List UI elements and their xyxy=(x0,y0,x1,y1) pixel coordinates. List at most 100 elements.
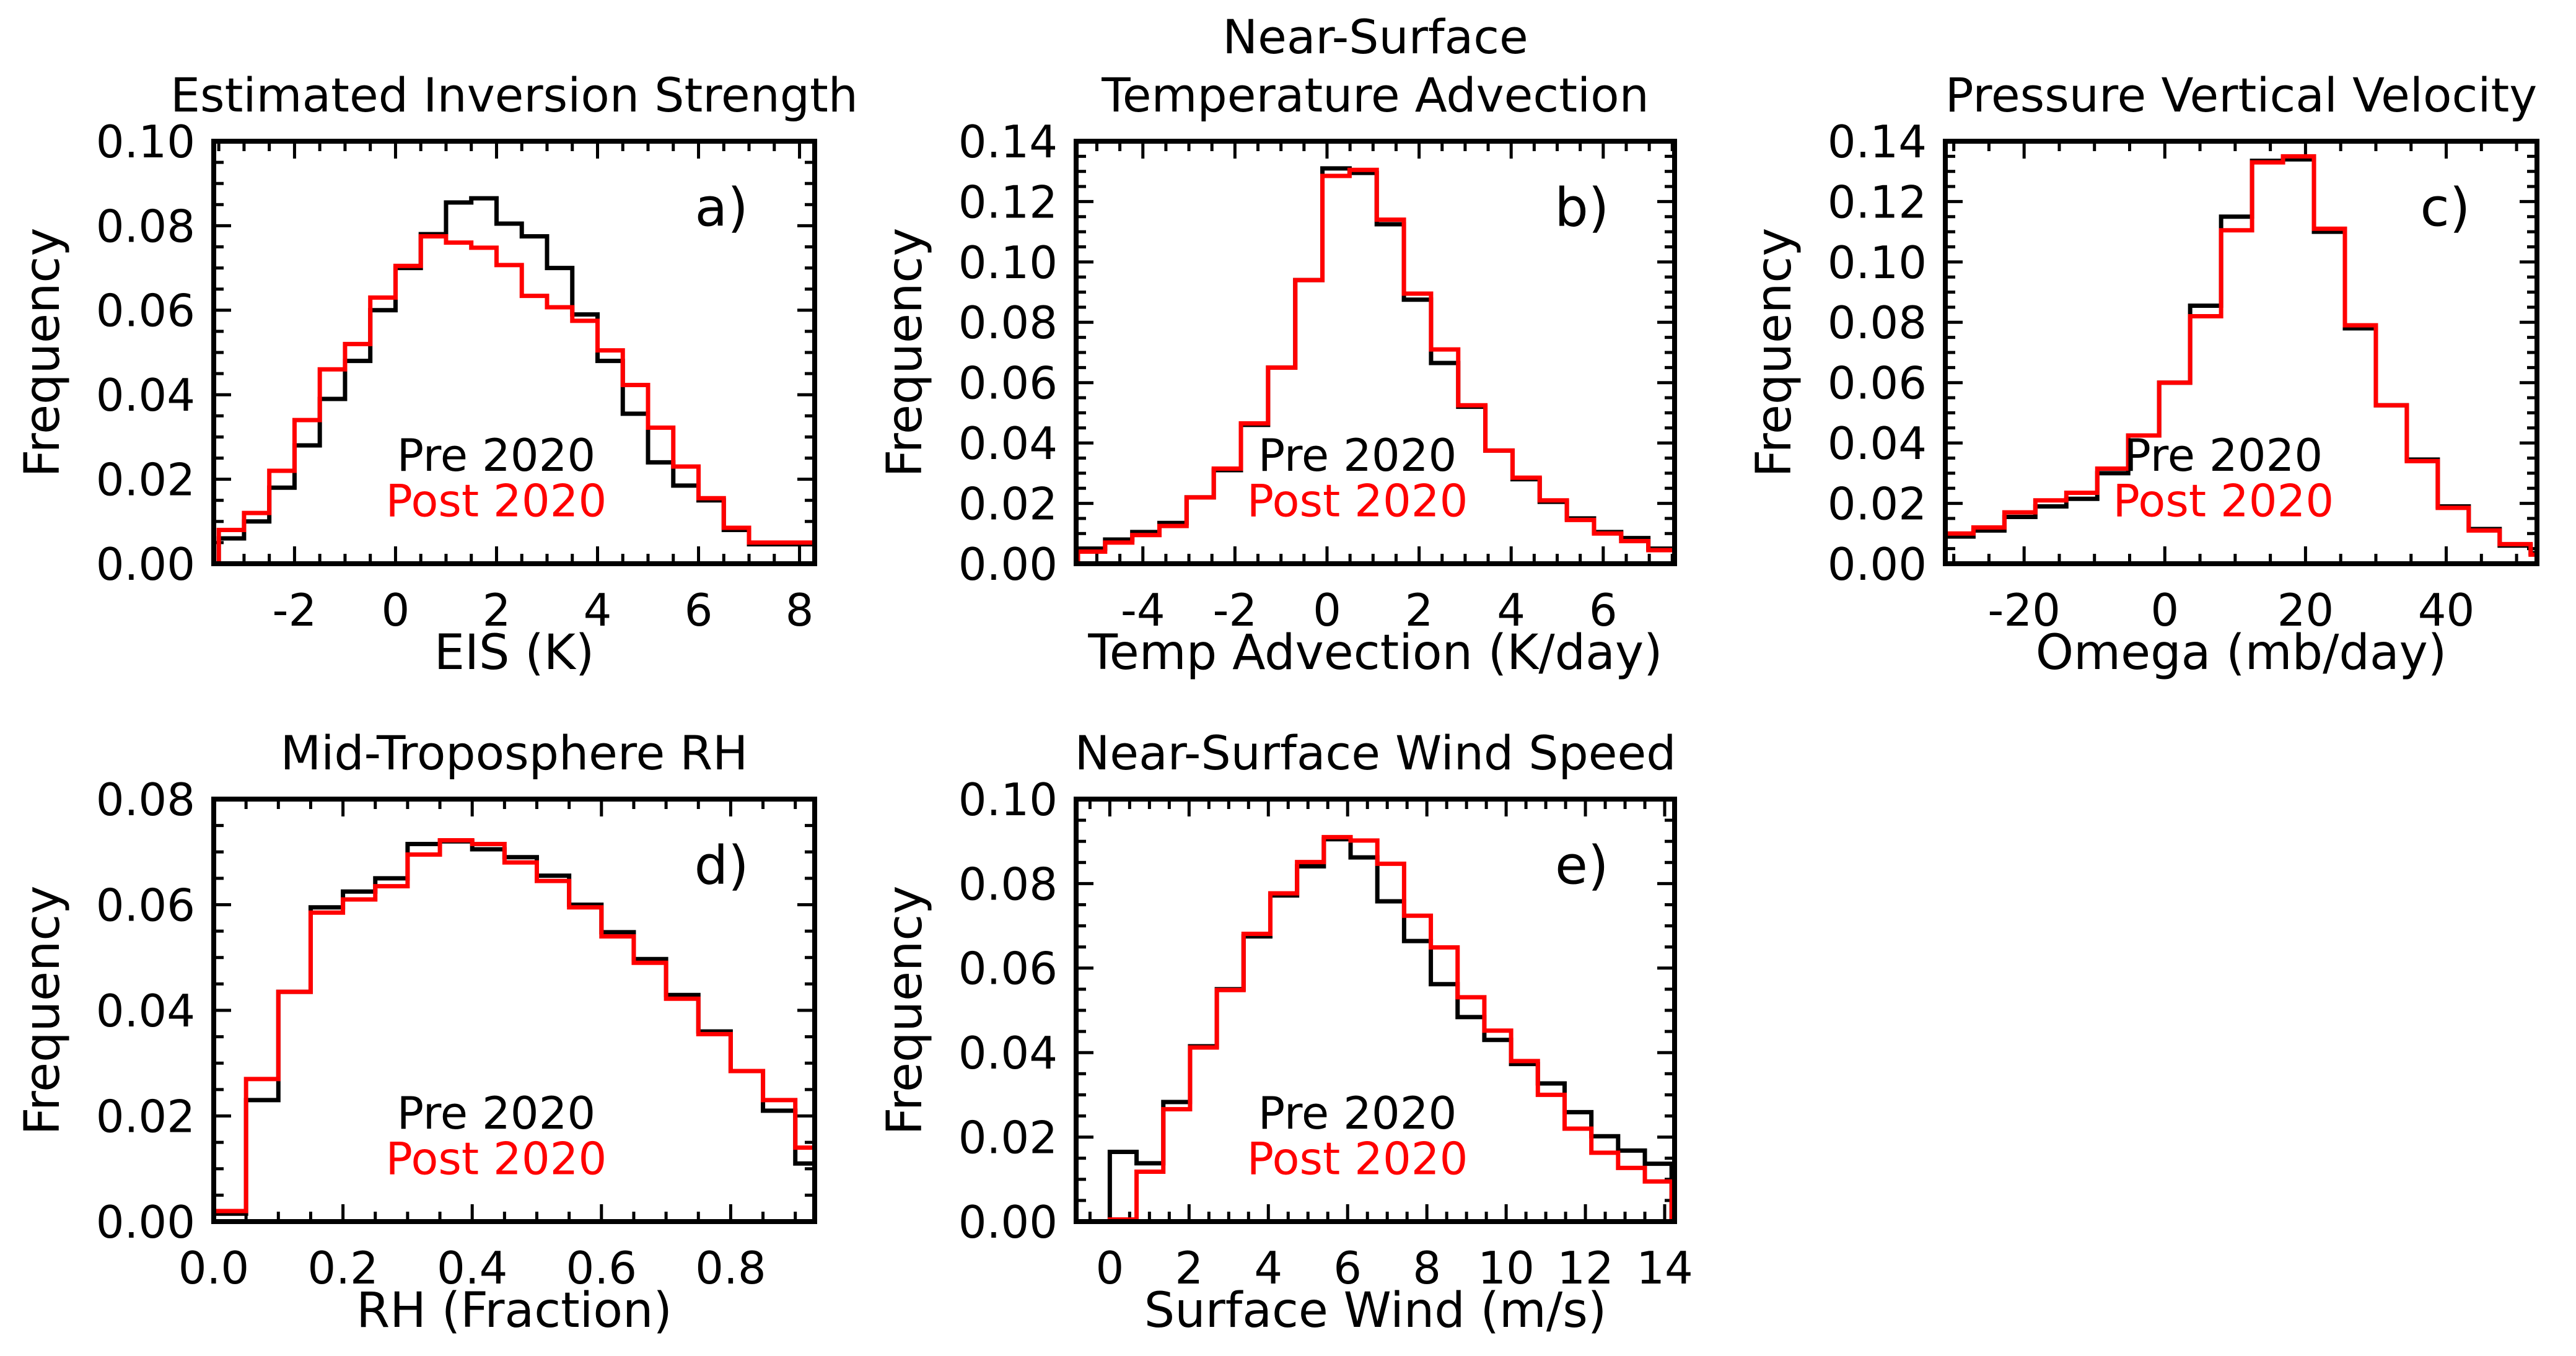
hist-line-post-2020 xyxy=(1945,154,2537,557)
x-axis-label: EIS (K) xyxy=(434,625,595,681)
panel-title: Pressure Vertical Velocity xyxy=(1945,68,2537,123)
x-tick-label: -4 xyxy=(1121,584,1165,636)
x-tick-label: 20 xyxy=(2277,584,2334,636)
y-tick-label: 0.14 xyxy=(1828,116,1927,168)
x-tick-label: -2 xyxy=(273,584,317,636)
panel-letter: a) xyxy=(695,177,748,238)
x-tick-label: 6 xyxy=(1333,1242,1362,1294)
y-tick-label: 0.02 xyxy=(96,1090,195,1142)
y-tick-label: 0.08 xyxy=(96,200,195,252)
x-tick-label: 2 xyxy=(483,584,511,636)
y-tick-label: 0.00 xyxy=(958,538,1058,590)
legend-post-2020: Post 2020 xyxy=(1247,1133,1468,1185)
hist-line-post-2020 xyxy=(1076,167,1675,564)
legend-pre-2020: Pre 2020 xyxy=(1258,429,1457,481)
x-tick-label: 12 xyxy=(1557,1242,1614,1294)
y-tick-label: 0.04 xyxy=(958,418,1058,470)
panel-letter: d) xyxy=(694,834,749,896)
y-axis-label: Frequency xyxy=(877,886,933,1135)
y-tick-label: 0.04 xyxy=(1828,418,1927,470)
x-tick-label: 6 xyxy=(685,584,713,636)
x-tick-label: 4 xyxy=(584,584,612,636)
panel-title: Temperature Advection xyxy=(1101,68,1649,123)
panel-title: Mid-Troposphere RH xyxy=(281,725,748,781)
x-tick-label: 0.6 xyxy=(566,1242,637,1294)
y-tick-label: 0.06 xyxy=(958,357,1058,409)
y-tick-label: 0.06 xyxy=(958,943,1058,995)
panel-e: Near-Surface Wind Speed Frequency Surface … xyxy=(877,725,1693,1339)
panel-d: Mid-Troposphere RH Frequency RH (Fraction)… xyxy=(15,725,817,1339)
legend-pre-2020: Pre 2020 xyxy=(1258,1087,1457,1139)
x-tick-label: 0 xyxy=(1313,584,1341,636)
legend-pre-2020: Pre 2020 xyxy=(397,429,596,481)
y-axis-label: Frequency xyxy=(15,228,71,478)
legend-post-2020: Post 2020 xyxy=(2113,475,2334,527)
y-tick-label: 0.08 xyxy=(958,858,1058,910)
legend-pre-2020: Pre 2020 xyxy=(397,1087,596,1139)
y-tick-label: 0.02 xyxy=(96,454,195,506)
x-tick-label: -2 xyxy=(1212,584,1257,636)
axes-spines xyxy=(1074,797,1677,1224)
y-tick-label: 0.08 xyxy=(958,297,1058,349)
legend-post-2020: Post 2020 xyxy=(386,1133,607,1185)
panel-title: Near-Surface xyxy=(1222,9,1528,64)
panel-letter: c) xyxy=(2420,177,2471,238)
panel-a: Estimated Inversion Strength Frequency EIS… xyxy=(15,68,858,681)
y-tick-label: 0.04 xyxy=(958,1027,1058,1079)
y-tick-label: 0.02 xyxy=(958,1112,1058,1164)
panel-letter: b) xyxy=(1554,177,1609,238)
y-tick-label: 0.00 xyxy=(1828,538,1927,590)
y-tick-label: 0.10 xyxy=(96,116,195,168)
y-axis-label: Frequency xyxy=(1746,228,1802,478)
panel-title: Estimated Inversion Strength xyxy=(170,68,858,123)
x-tick-label: 0.0 xyxy=(178,1242,250,1294)
axes-spines xyxy=(211,797,817,1224)
y-tick-label: 0.02 xyxy=(1828,478,1927,530)
x-tick-label: 0.2 xyxy=(307,1242,379,1294)
legend-post-2020: Post 2020 xyxy=(386,475,607,527)
y-axis-label: Frequency xyxy=(877,228,933,478)
axes-spines xyxy=(1943,139,2539,566)
x-axis-label: Omega (mb/day) xyxy=(2036,625,2447,681)
x-tick-label: 0.4 xyxy=(437,1242,508,1294)
y-tick-label: 0.00 xyxy=(96,1196,195,1248)
x-tick-label: 2 xyxy=(1405,584,1434,636)
axes-spines xyxy=(1074,139,1677,566)
y-tick-label: 0.10 xyxy=(1828,237,1927,289)
x-tick-label: 2 xyxy=(1175,1242,1203,1294)
x-axis-label: Temp Advection (K/day) xyxy=(1087,625,1662,681)
y-tick-label: 0.02 xyxy=(958,478,1058,530)
y-tick-label: 0.04 xyxy=(96,369,195,421)
legend-pre-2020: Pre 2020 xyxy=(2124,429,2323,481)
x-tick-label: 4 xyxy=(1254,1242,1282,1294)
panel-c: Pressure Vertical Velocity Frequency Omega… xyxy=(1746,68,2539,681)
x-tick-label: 8 xyxy=(1413,1242,1441,1294)
y-axis-label: Frequency xyxy=(15,886,71,1135)
y-tick-label: 0.06 xyxy=(96,879,195,931)
y-tick-label: 0.12 xyxy=(1828,176,1927,228)
panel-letter: e) xyxy=(1555,834,1608,896)
y-tick-label: 0.10 xyxy=(958,774,1058,826)
y-tick-label: 0.04 xyxy=(96,985,195,1037)
y-tick-label: 0.12 xyxy=(958,176,1058,228)
axes-spines xyxy=(211,139,817,566)
x-tick-label: 40 xyxy=(2418,584,2475,636)
x-tick-label: 0.8 xyxy=(695,1242,766,1294)
y-tick-label: 0.08 xyxy=(96,774,195,826)
hist-line-post-2020 xyxy=(1107,834,1674,1222)
x-tick-label: 8 xyxy=(786,584,814,636)
x-tick-label: 14 xyxy=(1636,1242,1693,1294)
tick-marks xyxy=(1076,797,1675,1223)
x-tick-label: 0 xyxy=(2150,584,2179,636)
x-axis-label: RH (Fraction) xyxy=(356,1283,672,1339)
y-tick-label: 0.10 xyxy=(958,237,1058,289)
x-tick-label: 0 xyxy=(382,584,410,636)
x-axis-label: Surface Wind (m/s) xyxy=(1144,1283,1607,1339)
hist-line-post-2020 xyxy=(216,234,815,564)
x-tick-label: 6 xyxy=(1589,584,1618,636)
legend-post-2020: Post 2020 xyxy=(1247,475,1468,527)
y-tick-label: 0.14 xyxy=(958,116,1058,168)
hist-line-post-2020 xyxy=(214,838,815,1222)
